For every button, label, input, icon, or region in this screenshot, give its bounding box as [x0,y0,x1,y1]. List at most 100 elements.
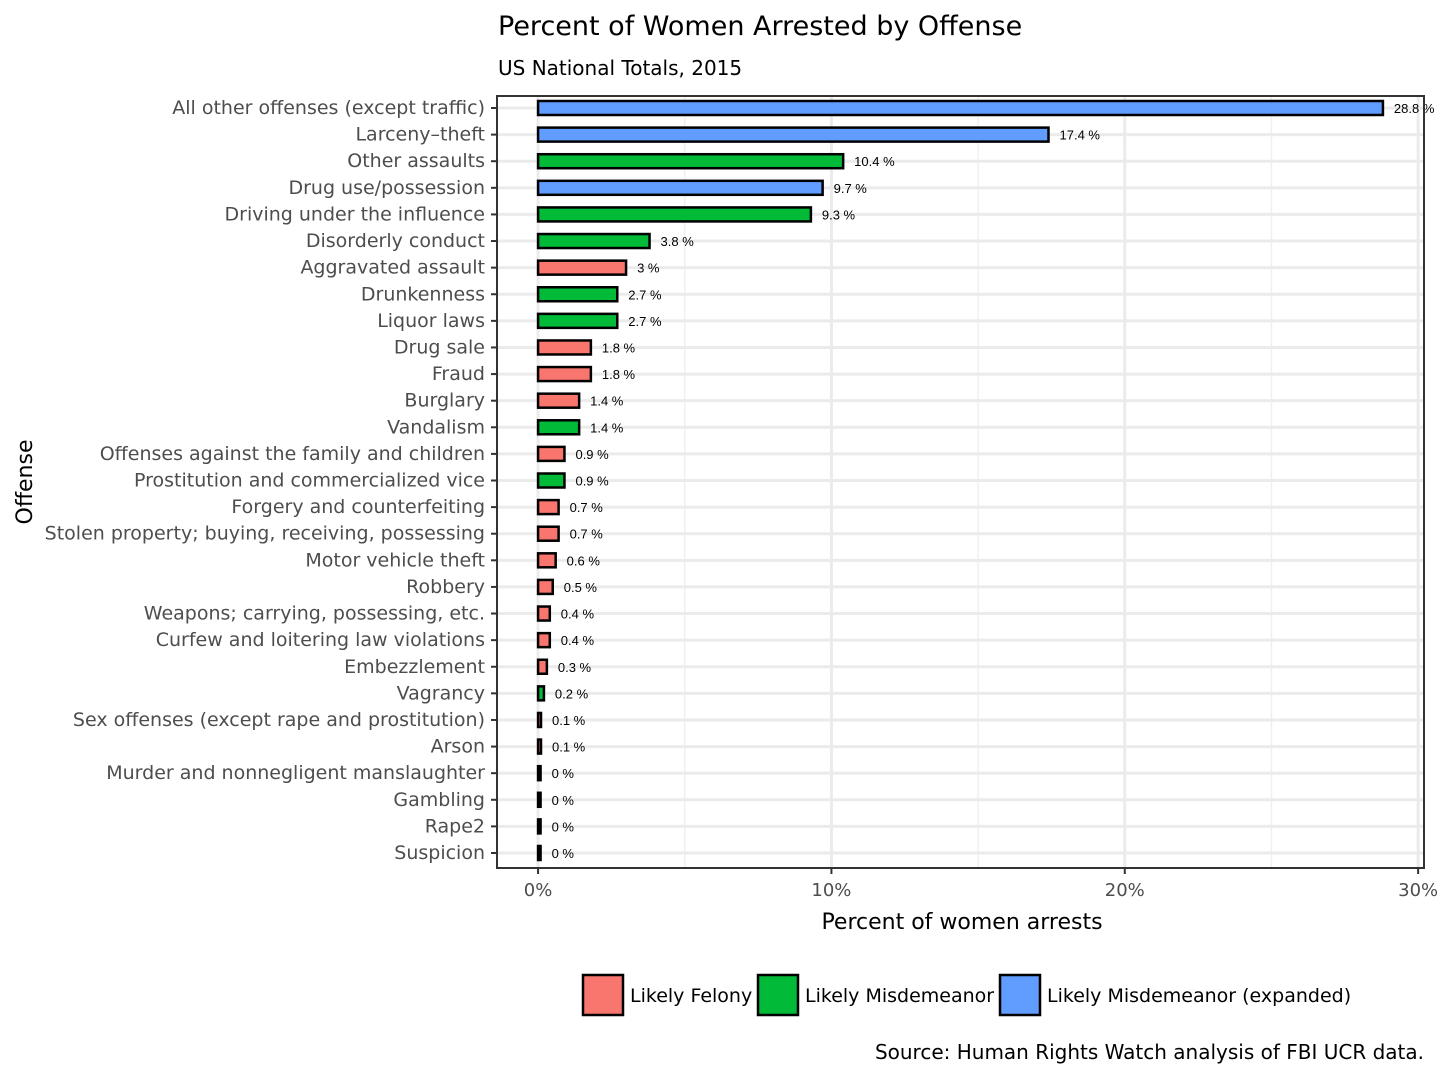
data-label: 3 % [637,261,660,276]
chart-subtitle: US National Totals, 2015 [498,56,742,80]
legend-label: Likely Misdemeanor [805,985,994,1007]
data-label: 1.8 % [602,340,636,355]
bar [536,232,651,250]
data-label: 2.7 % [628,287,662,302]
y-tick-label: Disorderly conduct [306,230,485,252]
bar [536,525,560,542]
bar [536,312,619,330]
y-tick-label: Prostitution and commercialized vice [134,470,485,492]
y-tick-label: Vandalism [387,416,485,438]
y-tick-label: Liquor laws [377,310,485,332]
bar [536,445,566,463]
y-tick-label: Arson [431,736,485,758]
legend-label: Likely Misdemeanor (expanded) [1047,985,1351,1007]
bar [536,844,542,862]
data-label: 0.1 % [552,713,586,728]
data-label: 0.9 % [575,474,609,489]
data-label: 9.3 % [822,207,856,222]
y-tick-label: Drug sale [394,336,485,358]
data-label: 0.1 % [552,740,586,755]
y-tick-label: Gambling [393,789,485,811]
bar [536,498,560,516]
legend-swatch [581,973,625,1017]
y-tick-label: Fraud [432,363,485,385]
y-tick-label: Motor vehicle theft [305,549,485,571]
bar [536,206,813,223]
caption: Source: Human Rights Watch analysis of F… [875,1040,1424,1064]
bar [536,126,1050,143]
data-label: 0 % [552,766,575,781]
data-label: 0.3 % [558,660,592,675]
legend-swatch [998,973,1042,1017]
bar [536,711,543,729]
x-tick-label: 0% [524,880,553,901]
y-tick-label: Rape2 [425,815,485,837]
x-tick-label: 20% [1105,880,1145,901]
bar [536,259,628,276]
y-tick-label: Curfew and loitering law violations [156,629,485,651]
bar [536,578,554,596]
data-label: 0.6 % [567,553,601,568]
y-tick-label: Sex offenses (except rape and prostituti… [73,709,485,731]
data-label: 0 % [552,819,575,834]
data-label: 0 % [552,793,575,808]
bar [536,685,546,702]
y-tick-label: Drunkenness [361,283,485,305]
y-tick-label: All other offenses (except traffic) [172,97,485,119]
data-label: 1.8 % [602,367,636,382]
bar [536,764,542,782]
data-label: 3.8 % [661,234,695,249]
y-tick-label: Vagrancy [397,682,485,704]
bar [536,658,549,675]
data-label: 0.7 % [570,527,604,542]
bar [536,392,581,409]
y-tick-label: Driving under the influence [225,203,486,225]
x-axis-title: Percent of women arrests [821,910,1102,935]
y-tick-label: Suspicion [394,842,485,864]
legend-label: Likely Felony [630,985,752,1007]
plot-panel-border [496,95,1425,869]
data-label: 0.2 % [555,686,589,701]
bar [536,286,619,303]
bar [536,552,557,569]
y-tick-label: Drug use/possession [288,177,485,199]
bar [536,605,552,622]
bar [536,152,845,170]
y-axis-title: Offense [13,440,38,525]
legend: Likely Felony Likely Misdemeanor Likely Mi… [581,973,1351,1017]
legend-swatch [756,973,800,1017]
data-label: 1.4 % [590,420,624,435]
bar [536,631,552,649]
bar [536,365,593,383]
y-tick-label: Burglary [404,390,485,412]
x-tick-label: 10% [811,880,851,901]
bar [536,339,593,356]
x-tick-label: 30% [1398,880,1438,901]
y-tick-label: Robbery [406,576,485,598]
data-label: 28.8 % [1394,101,1435,116]
y-tick-label: Forgery and counterfeiting [231,496,485,518]
data-label: 10.4 % [854,154,895,169]
bar [536,179,824,197]
y-tick-label: Weapons; carrying, possessing, etc. [144,603,485,625]
data-label: 2.7 % [628,314,662,329]
y-tick-label: Embezzlement [344,656,485,678]
data-label: 0.4 % [561,633,595,648]
bar [536,791,542,809]
y-tick-label: Other assaults [347,150,485,172]
data-label: 1.4 % [590,394,624,409]
y-tick-label: Stolen property; buying, receiving, poss… [45,523,485,545]
data-label: 17.4 % [1060,128,1101,143]
data-label: 0.4 % [561,607,595,622]
bar [536,818,542,835]
bar [536,419,581,436]
data-label: 0.7 % [570,500,604,515]
chart-title: Percent of Women Arrested by Offense [498,11,1022,42]
data-label: 0.5 % [564,580,598,595]
y-tick-label: Offenses against the family and children [100,443,485,465]
data-label: 9.7 % [834,181,868,196]
bar [536,738,543,755]
y-tick-label: Murder and nonnegligent manslaughter [106,762,485,784]
data-label: 0.9 % [575,447,609,462]
